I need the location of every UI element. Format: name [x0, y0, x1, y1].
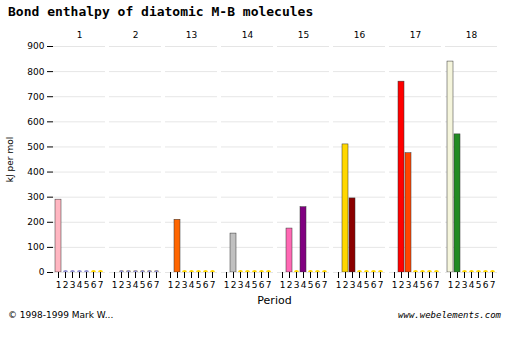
- svg-text:18: 18: [466, 30, 478, 40]
- html-text:Period: Period: [257, 294, 292, 307]
- svg-text:1: 1: [392, 280, 398, 290]
- svg-text:5: 5: [252, 280, 258, 290]
- svg-text:5: 5: [364, 280, 370, 290]
- svg-text:1: 1: [336, 280, 342, 290]
- svg-text:1: 1: [280, 280, 286, 290]
- svg-text:13: 13: [186, 30, 197, 40]
- svg-text:2: 2: [231, 280, 237, 290]
- svg-text:3: 3: [462, 280, 468, 290]
- svg-text:7: 7: [266, 280, 272, 290]
- svg-text:7: 7: [490, 280, 496, 290]
- svg-text:2: 2: [133, 30, 139, 40]
- svg-text:1: 1: [112, 280, 118, 290]
- svg-text:5: 5: [196, 280, 202, 290]
- svg-text:1: 1: [168, 280, 174, 290]
- svg-text:1: 1: [224, 280, 230, 290]
- svg-text:7: 7: [210, 280, 216, 290]
- svg-text:6: 6: [203, 280, 209, 290]
- svg-text:4: 4: [357, 280, 363, 290]
- svg-text:5: 5: [84, 280, 90, 290]
- html-text:www.webelements.com: www.webelements.com: [398, 310, 501, 320]
- svg-text:4: 4: [413, 280, 419, 290]
- svg-text:4: 4: [189, 280, 195, 290]
- svg-text:3: 3: [126, 280, 132, 290]
- svg-text:3: 3: [70, 280, 76, 290]
- svg-text:800: 800: [27, 66, 44, 76]
- svg-text:200: 200: [27, 217, 44, 227]
- svg-text:4: 4: [133, 280, 139, 290]
- svg-text:5: 5: [420, 280, 426, 290]
- svg-text:17: 17: [410, 30, 421, 40]
- svg-text:0: 0: [39, 267, 45, 277]
- svg-text:6: 6: [371, 280, 377, 290]
- svg-text:5: 5: [476, 280, 482, 290]
- svg-text:2: 2: [399, 280, 405, 290]
- svg-text:3: 3: [350, 280, 356, 290]
- svg-text:14: 14: [242, 30, 254, 40]
- svg-text:1: 1: [448, 280, 454, 290]
- svg-text:300: 300: [27, 192, 44, 202]
- svg-text:1: 1: [77, 30, 83, 40]
- svg-text:2: 2: [287, 280, 293, 290]
- svg-text:7: 7: [378, 280, 384, 290]
- svg-text:3: 3: [238, 280, 244, 290]
- svg-text:7: 7: [322, 280, 328, 290]
- svg-text:7: 7: [98, 280, 104, 290]
- svg-text:700: 700: [27, 92, 44, 102]
- svg-text:4: 4: [469, 280, 475, 290]
- svg-text:2: 2: [119, 280, 125, 290]
- svg-text:6: 6: [259, 280, 265, 290]
- svg-text:2: 2: [63, 280, 69, 290]
- svg-text:5: 5: [140, 280, 146, 290]
- svg-text:3: 3: [294, 280, 300, 290]
- svg-text:2: 2: [343, 280, 349, 290]
- svg-text:4: 4: [77, 280, 83, 290]
- svg-text:600: 600: [27, 117, 44, 127]
- svg-text:5: 5: [308, 280, 314, 290]
- svg-text:4: 4: [245, 280, 251, 290]
- svg-text:500: 500: [27, 142, 44, 152]
- svg-text:3: 3: [182, 280, 188, 290]
- svg-text:1: 1: [56, 280, 62, 290]
- svg-text:2: 2: [455, 280, 461, 290]
- svg-text:6: 6: [315, 280, 321, 290]
- svg-text:6: 6: [147, 280, 153, 290]
- svg-text:2: 2: [175, 280, 181, 290]
- svg-text:100: 100: [27, 242, 44, 252]
- svg-text:400: 400: [27, 167, 44, 177]
- svg-text:900: 900: [27, 41, 44, 51]
- svg-text:4: 4: [301, 280, 307, 290]
- svg-text:15: 15: [298, 30, 309, 40]
- html-text:Bond enthalpy of diatomic M-B: Bond enthalpy of diatomic M-B molecules: [8, 4, 314, 19]
- svg-text:6: 6: [91, 280, 97, 290]
- svg-text:7: 7: [434, 280, 440, 290]
- svg-text:6: 6: [427, 280, 433, 290]
- svg-text:3: 3: [406, 280, 412, 290]
- svg-text:7: 7: [154, 280, 160, 290]
- svg-text:16: 16: [354, 30, 366, 40]
- html-text:© 1998-1999 Mark W...: © 1998-1999 Mark W...: [8, 310, 114, 320]
- svg-text:6: 6: [483, 280, 489, 290]
- svg-text:kJ per mol: kJ per mol: [5, 137, 15, 182]
